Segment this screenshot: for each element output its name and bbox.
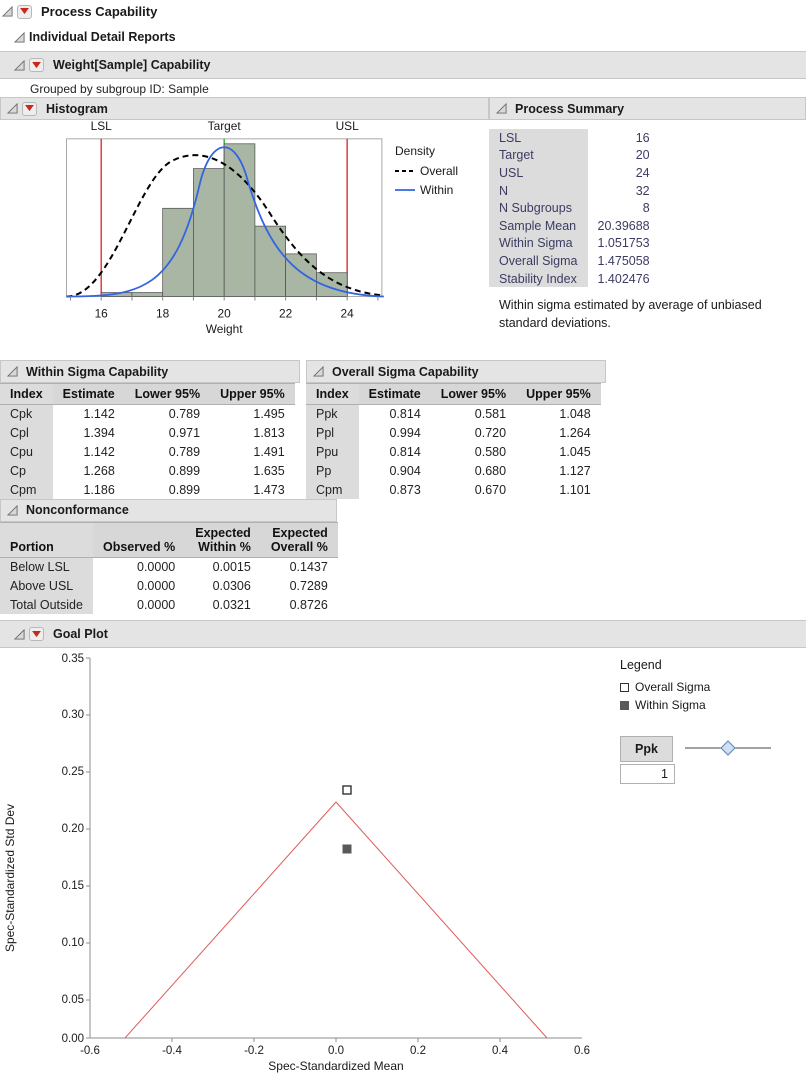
svg-text:0.20: 0.20 bbox=[62, 823, 84, 835]
svg-text:0.2: 0.2 bbox=[410, 1045, 426, 1057]
svg-text:24: 24 bbox=[341, 306, 355, 320]
svg-text:Target: Target bbox=[208, 120, 242, 133]
svg-text:0.4: 0.4 bbox=[492, 1045, 509, 1057]
svg-text:-0.4: -0.4 bbox=[162, 1045, 182, 1057]
svg-text:LSL: LSL bbox=[91, 120, 113, 133]
svg-text:0.10: 0.10 bbox=[62, 937, 84, 949]
svg-text:0.0: 0.0 bbox=[328, 1045, 344, 1057]
svg-text:-0.6: -0.6 bbox=[80, 1045, 100, 1057]
svg-text:0.05: 0.05 bbox=[62, 994, 84, 1006]
svg-text:Overall: Overall bbox=[420, 164, 458, 178]
svg-text:18: 18 bbox=[156, 306, 170, 320]
svg-text:Spec-Standardized Mean: Spec-Standardized Mean bbox=[268, 1059, 403, 1073]
svg-text:Weight: Weight bbox=[206, 322, 243, 336]
svg-text:16: 16 bbox=[95, 306, 109, 320]
svg-text:USL: USL bbox=[336, 120, 360, 133]
svg-text:22: 22 bbox=[279, 306, 293, 320]
svg-text:0.00: 0.00 bbox=[62, 1033, 84, 1045]
svg-text:Spec-Standardized Std Dev: Spec-Standardized Std Dev bbox=[3, 804, 17, 952]
svg-text:0.6: 0.6 bbox=[574, 1045, 590, 1057]
svg-text:0.15: 0.15 bbox=[62, 880, 84, 892]
svg-text:0.30: 0.30 bbox=[62, 709, 84, 721]
svg-text:0.35: 0.35 bbox=[62, 653, 84, 665]
svg-text:Density: Density bbox=[395, 144, 435, 158]
svg-text:-0.2: -0.2 bbox=[244, 1045, 264, 1057]
svg-text:Within: Within bbox=[420, 183, 453, 197]
svg-text:0.25: 0.25 bbox=[62, 766, 84, 778]
svg-text:20: 20 bbox=[218, 306, 232, 320]
